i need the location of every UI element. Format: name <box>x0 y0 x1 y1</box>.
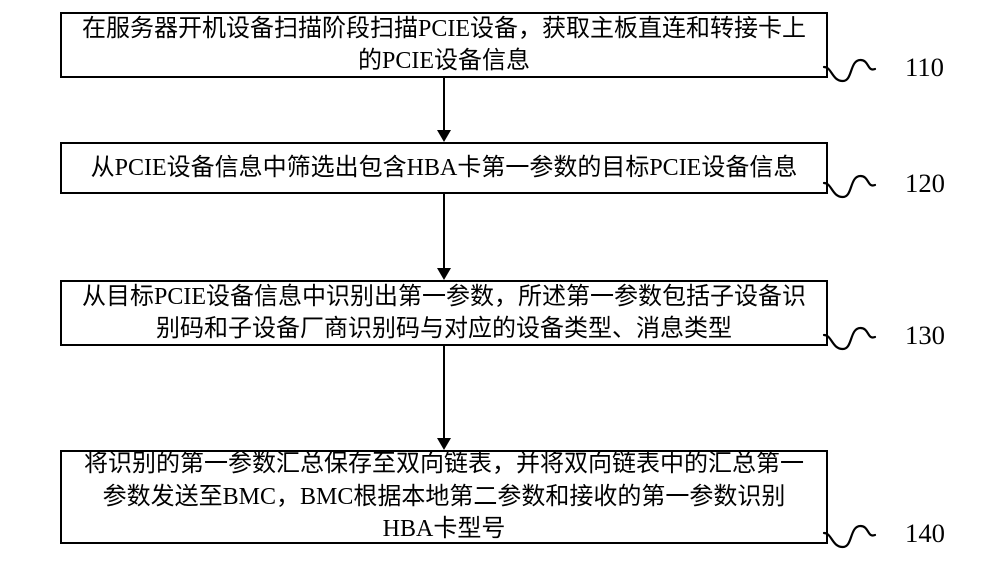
flow-arrowhead <box>437 130 451 142</box>
step-number-label: 140 <box>905 518 945 549</box>
step-callout-squiggle <box>822 173 877 199</box>
step-number-label: 120 <box>905 168 945 199</box>
flow-step: 将识别的第一参数汇总保存至双向链表，并将双向链表中的汇总第一参数发送至BMC，B… <box>60 450 828 544</box>
flow-step: 从目标PCIE设备信息中识别出第一参数，所述第一参数包括子设备识别码和子设备厂商… <box>60 280 828 346</box>
flow-step-text: 从目标PCIE设备信息中识别出第一参数，所述第一参数包括子设备识别码和子设备厂商… <box>80 281 808 346</box>
step-callout-squiggle <box>822 523 877 549</box>
step-callout-squiggle <box>822 57 877 83</box>
step-number-label: 130 <box>905 320 945 351</box>
flow-arrowhead <box>437 268 451 280</box>
flow-step-text: 在服务器开机设备扫描阶段扫描PCIE设备，获取主板直连和转接卡上的PCIE设备信… <box>80 13 808 78</box>
flow-step-text: 从PCIE设备信息中筛选出包含HBA卡第一参数的目标PCIE设备信息 <box>91 152 798 184</box>
step-callout-squiggle <box>822 325 877 351</box>
flow-step: 从PCIE设备信息中筛选出包含HBA卡第一参数的目标PCIE设备信息 <box>60 142 828 194</box>
flow-step: 在服务器开机设备扫描阶段扫描PCIE设备，获取主板直连和转接卡上的PCIE设备信… <box>60 12 828 78</box>
flow-step-text: 将识别的第一参数汇总保存至双向链表，并将双向链表中的汇总第一参数发送至BMC，B… <box>80 448 808 545</box>
step-number-label: 110 <box>905 52 944 83</box>
